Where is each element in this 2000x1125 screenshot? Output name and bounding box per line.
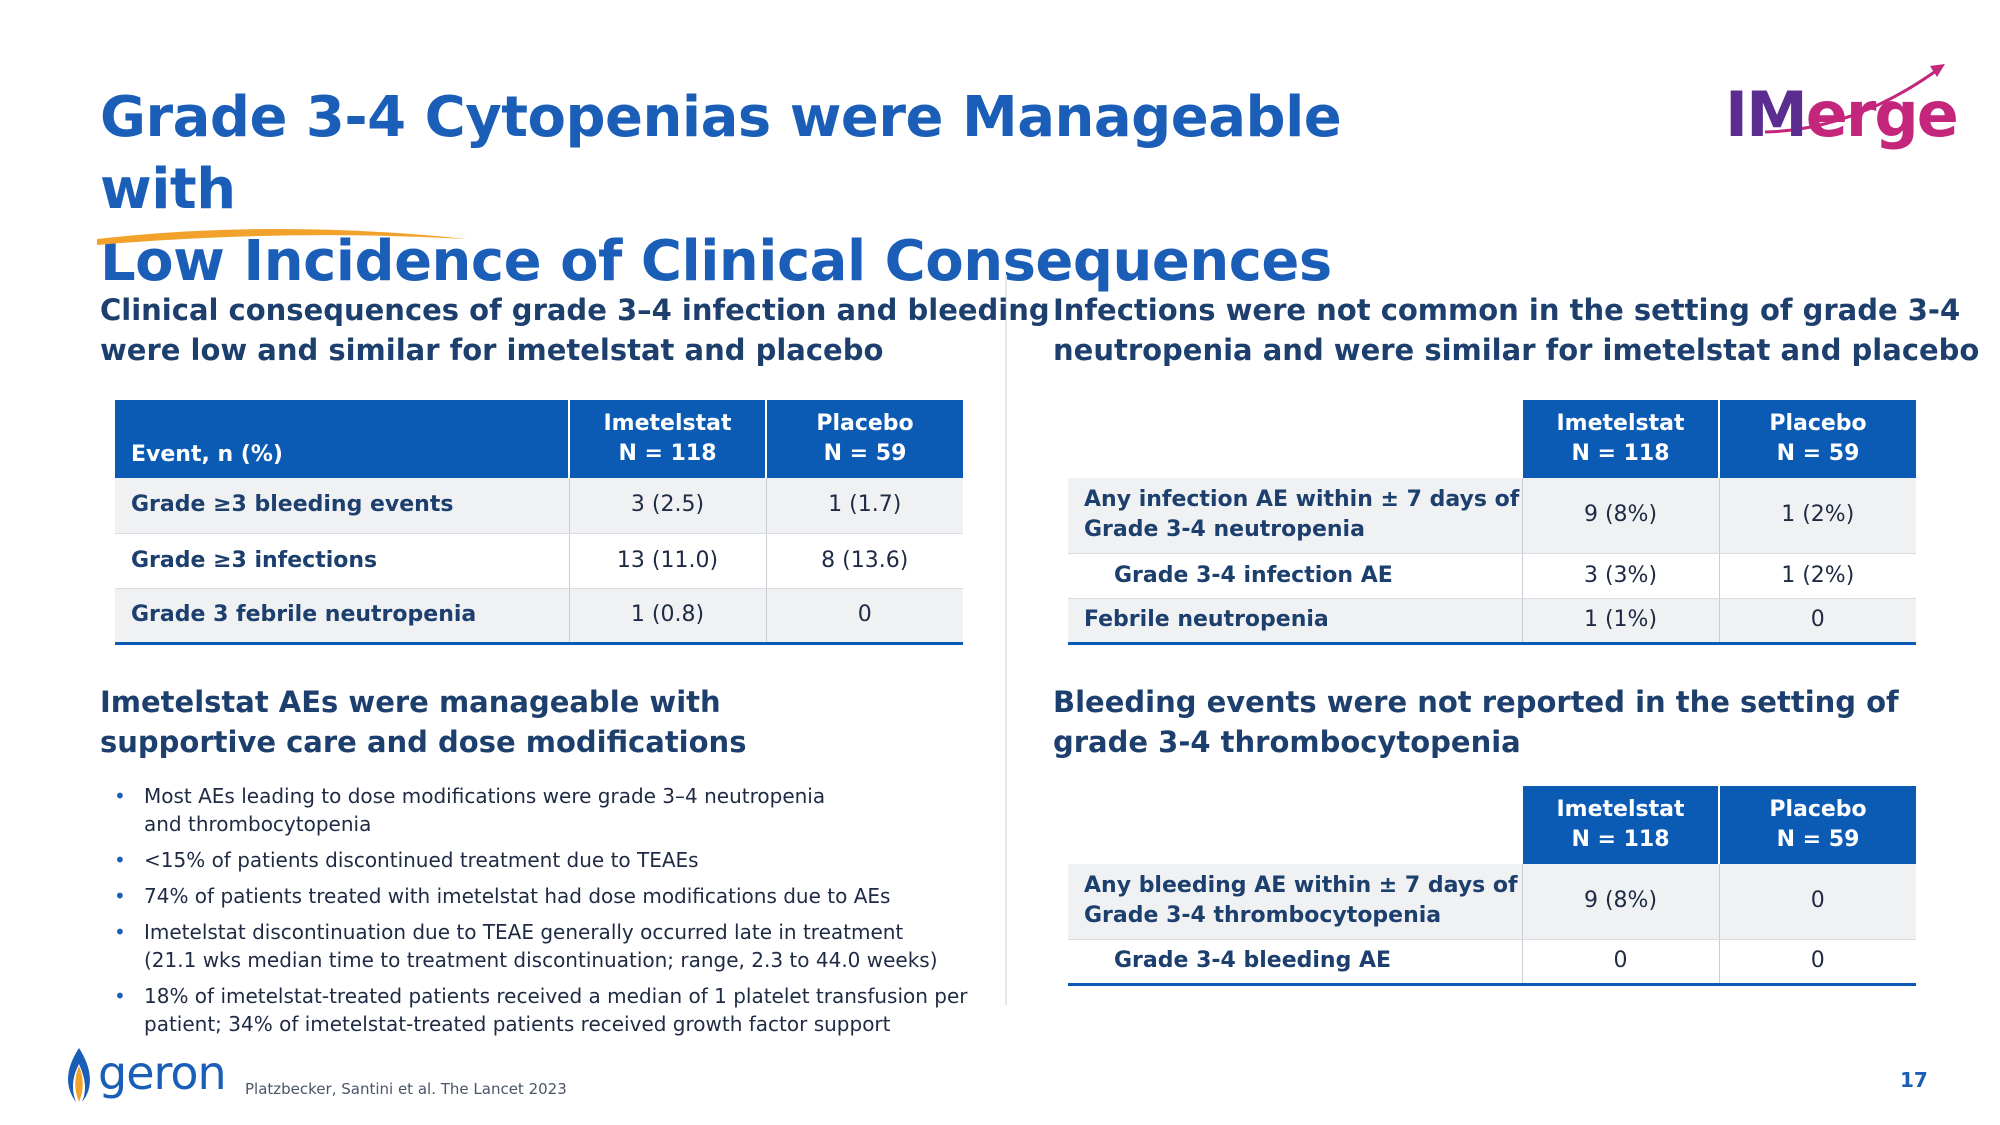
title-swoosh-decoration [97,229,467,245]
title-line-2: Low Incidence of Clinical Consequences [100,229,1332,294]
list-item: 74% of patients treated with imetelstat … [110,882,970,910]
header-empty [1068,786,1523,864]
table-row: Febrile neutropenia 1 (1%) 0 [1068,598,1916,645]
slide-title: Grade 3-4 Cytopenias were Manageable wit… [100,82,1420,298]
logo-swoosh-icon [1764,64,1945,134]
flame-icon [68,1048,90,1102]
page-number: 17 [1900,1068,1928,1092]
table-header-row: Event, n (%) Imetelstat N = 118 Placebo N … [115,400,963,478]
list-item: <15% of patients discontinued treatment … [110,846,970,874]
header-imetelstat: Imetelstat N = 118 [1522,786,1720,864]
geron-wordmark: geron [98,1046,227,1100]
left-bottom-heading: Imetelstat AEs were manageable with supp… [100,685,747,759]
table-header-row: Imetelstat N = 118 Placebo N = 59 [1068,400,1916,478]
table-row: Any infection AE within ± 7 days of Grade… [1068,478,1916,554]
table-row: Grade 3-4 infection AE 3 (3%) 1 (2%) [1068,553,1916,599]
table-row: Grade ≥3 bleeding events 3 (2.5) 1 (1.7) [115,478,963,534]
right-bottom-heading: Bleeding events were not reported in the… [1053,685,1899,759]
logo-text-im: IM [1725,78,1808,151]
header-imetelstat: Imetelstat N = 118 [569,400,767,478]
header-placebo: Placebo N = 59 [766,400,963,478]
right-top-heading: Infections were not common in the settin… [1053,293,1980,367]
table-row: Any bleeding AE within ± 7 days of Grade … [1068,864,1916,940]
list-item: 18% of imetelstat-treated patients recei… [110,982,970,1038]
citation: Platzbecker, Santini et al. The Lancet 2… [245,1080,567,1098]
header-event: Event, n (%) [115,400,570,478]
logo-text-erge: erge [1805,78,1959,151]
left-top-heading: Clinical consequences of grade 3–4 infec… [100,293,1050,367]
neutropenia-infection-table: Imetelstat N = 118 Placebo N = 59 Any infe… [1068,400,1916,645]
column-divider [1005,275,1007,1005]
table-row: Grade 3 febrile neutropenia 1 (0.8) 0 [115,588,963,645]
table-header-row: Imetelstat N = 118 Placebo N = 59 [1068,786,1916,864]
list-item: Imetelstat discontinuation due to TEAE g… [110,918,970,974]
ae-bullet-list: Most AEs leading to dose modifications w… [110,782,970,1046]
header-placebo: Placebo N = 59 [1719,400,1916,478]
thrombocytopenia-bleeding-table: Imetelstat N = 118 Placebo N = 59 Any blee… [1068,786,1916,986]
header-imetelstat: Imetelstat N = 118 [1522,400,1720,478]
table-row: Grade 3-4 bleeding AE 0 0 [1068,939,1916,986]
infection-bleeding-table: Event, n (%) Imetelstat N = 118 Placebo N … [115,400,963,645]
imerge-logo: IMerge [1725,60,1959,160]
title-line-1: Grade 3-4 Cytopenias were Manageable wit… [100,85,1342,222]
table-row: Grade ≥3 infections 13 (11.0) 8 (13.6) [115,533,963,589]
header-placebo: Placebo N = 59 [1719,786,1916,864]
header-empty [1068,400,1523,478]
list-item: Most AEs leading to dose modifications w… [110,782,970,838]
